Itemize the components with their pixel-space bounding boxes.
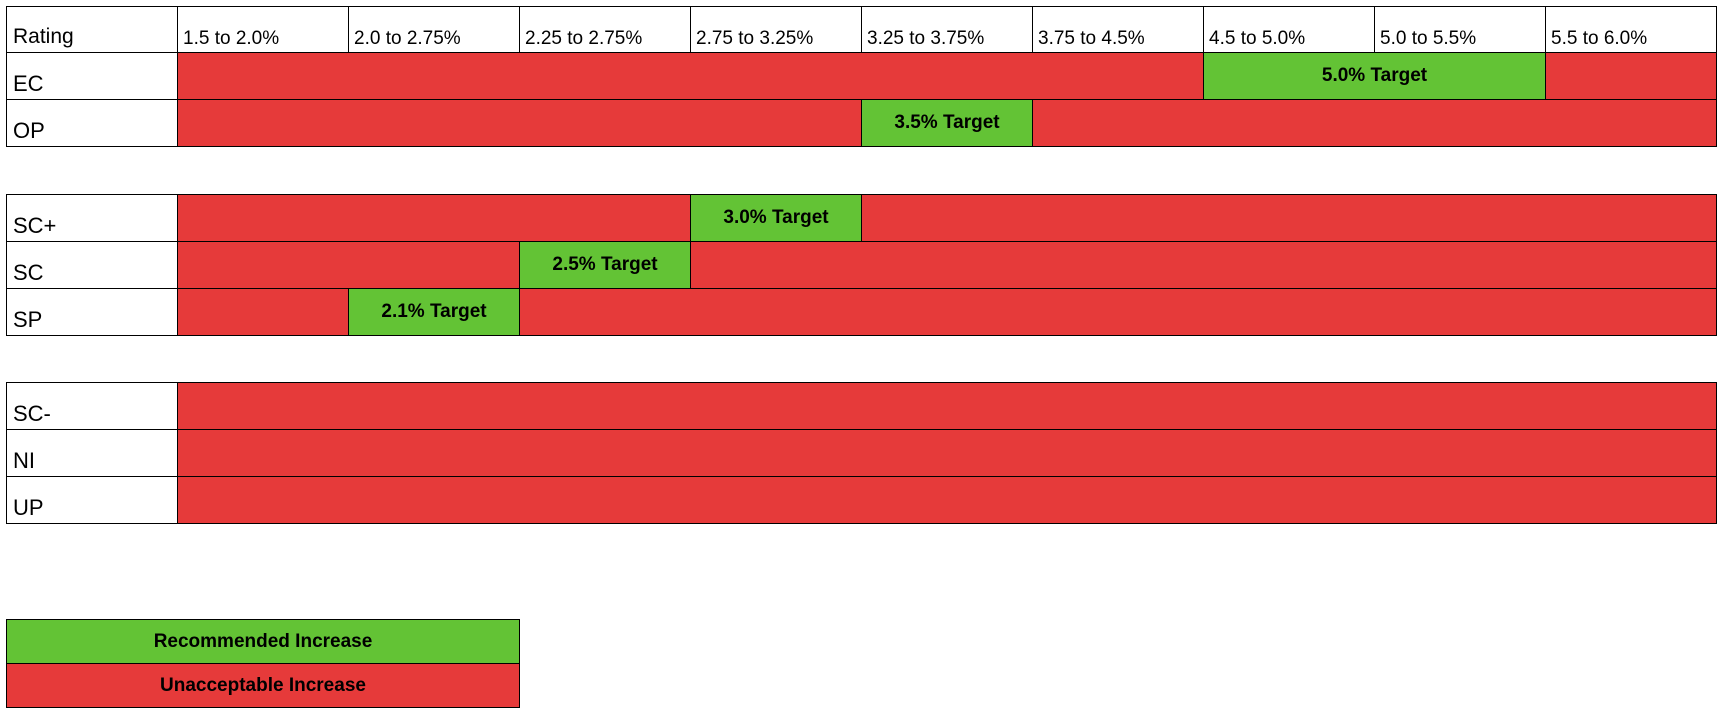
unacceptable-range: [861, 194, 1717, 242]
rating-row-sc-plus: SC+ 3.0% Target: [6, 194, 1717, 242]
band-header-5: 3.25 to 3.75%: [861, 6, 1033, 54]
rating-label-ni: NI: [6, 429, 178, 477]
unacceptable-range: [177, 241, 520, 289]
rating-label-sp: SP: [6, 288, 178, 336]
rating-row-up: UP: [6, 476, 1717, 524]
legend-unacceptable: Unacceptable Increase: [6, 663, 520, 708]
target-cell-op: 3.5% Target: [861, 99, 1033, 147]
unacceptable-range: [690, 241, 1717, 289]
band-header-6: 3.75 to 4.5%: [1032, 6, 1204, 54]
rating-label-sc-plus: SC+: [6, 194, 178, 242]
rating-row-ec: EC 5.0% Target: [6, 52, 1717, 100]
rating-label-sc-minus: SC-: [6, 382, 178, 430]
band-header-3: 2.25 to 2.75%: [519, 6, 691, 54]
unacceptable-range: [1032, 99, 1717, 147]
rating-label-ec: EC: [6, 52, 178, 100]
rating-row-sc-minus: SC-: [6, 382, 1717, 430]
unacceptable-range: [177, 476, 1717, 524]
target-cell-sp: 2.1% Target: [348, 288, 520, 336]
header-row: Rating 1.5 to 2.0% 2.0 to 2.75% 2.25 to …: [6, 6, 1717, 54]
legend: Recommended Increase Unacceptable Increa…: [6, 619, 520, 708]
unacceptable-range: [177, 382, 1717, 430]
unacceptable-range: [1545, 52, 1717, 100]
rating-label-op: OP: [6, 99, 178, 147]
unacceptable-range: [177, 99, 862, 147]
rating-label-sc: SC: [6, 241, 178, 289]
target-cell-ec: 5.0% Target: [1203, 52, 1546, 100]
rating-row-sc: SC 2.5% Target: [6, 241, 1717, 289]
band-header-1: 1.5 to 2.0%: [177, 6, 349, 54]
unacceptable-range: [177, 52, 1204, 100]
rating-column-header: Rating: [6, 6, 178, 54]
unacceptable-range: [177, 429, 1717, 477]
rating-row-ni: NI: [6, 429, 1717, 477]
legend-recommended: Recommended Increase: [6, 619, 520, 664]
band-header-9: 5.5 to 6.0%: [1545, 6, 1717, 54]
target-cell-sc: 2.5% Target: [519, 241, 691, 289]
unacceptable-range: [519, 288, 1717, 336]
rating-row-op: OP 3.5% Target: [6, 99, 1717, 147]
band-header-4: 2.75 to 3.25%: [690, 6, 862, 54]
target-cell-sc-plus: 3.0% Target: [690, 194, 862, 242]
rating-label-up: UP: [6, 476, 178, 524]
band-header-8: 5.0 to 5.5%: [1374, 6, 1546, 54]
band-header-table: Rating 1.5 to 2.0% 2.0 to 2.75% 2.25 to …: [6, 6, 1717, 54]
band-header-7: 4.5 to 5.0%: [1203, 6, 1375, 54]
unacceptable-range: [177, 194, 691, 242]
band-header-2: 2.0 to 2.75%: [348, 6, 520, 54]
rating-group-3: SC- NI UP: [6, 382, 1717, 524]
rating-row-sp: SP 2.1% Target: [6, 288, 1717, 336]
unacceptable-range: [177, 288, 349, 336]
rating-group-1: EC 5.0% Target OP 3.5% Target: [6, 52, 1717, 147]
rating-group-2: SC+ 3.0% Target SC 2.5% Target SP 2.1% T…: [6, 194, 1717, 336]
